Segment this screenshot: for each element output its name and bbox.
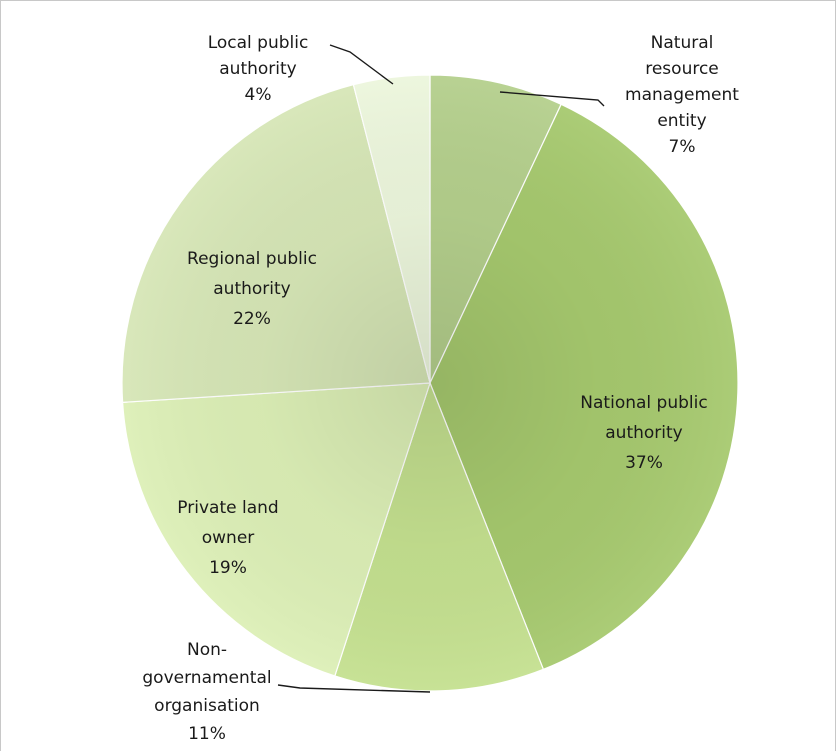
slice-labels: Natural resource management entity 7% Nationa…	[142, 33, 739, 744]
slice-label-line: Private land	[177, 498, 278, 518]
slice-label-line: owner	[202, 528, 255, 548]
slice-label-non-governamental-organisation: Non-governamental organisation 11%	[142, 640, 271, 744]
slice-label-line: resource	[645, 59, 719, 79]
slice-label-line: Non-	[187, 640, 227, 660]
slice-label-line: governamental	[142, 668, 271, 688]
leader-line-local-public-authority	[329, 44, 394, 85]
slice-label-line: authority	[605, 423, 682, 443]
slice-label-line: Local public	[208, 33, 309, 53]
slice-label-line: organisation	[154, 696, 260, 716]
slice-label-regional-public-authority: Regional public authority 22%	[187, 249, 317, 329]
slice-label-local-public-authority: Local public authority 4%	[208, 33, 309, 105]
slice-percent: 7%	[669, 137, 696, 157]
slice-label-line: authority	[213, 279, 290, 299]
slice-percent: 11%	[188, 724, 226, 744]
slice-percent: 37%	[625, 453, 663, 473]
slice-percent: 22%	[233, 309, 271, 329]
leader-lines	[277, 44, 605, 693]
slice-label-line: management	[625, 85, 739, 105]
slice-label-line: entity	[657, 111, 706, 131]
slice-label-line: National public	[580, 393, 707, 413]
leader-line-non-governamental-organisation	[277, 684, 431, 693]
slice-label-line: Natural	[651, 33, 714, 53]
slice-label-line: Regional public	[187, 249, 317, 269]
slice-percent: 4%	[245, 85, 272, 105]
leader-line-natural-resource-management-entity	[499, 91, 605, 107]
slice-percent: 19%	[209, 558, 247, 578]
slice-label-line: authority	[219, 59, 296, 79]
slice-label-private-land-owner: Private land owner 19%	[177, 498, 278, 578]
slice-label-national-public-authority: National public authority 37%	[580, 393, 707, 473]
pie-slices	[121, 74, 739, 692]
slice-label-natural-resource-management-entity: Natural resource management entity 7%	[625, 33, 739, 157]
